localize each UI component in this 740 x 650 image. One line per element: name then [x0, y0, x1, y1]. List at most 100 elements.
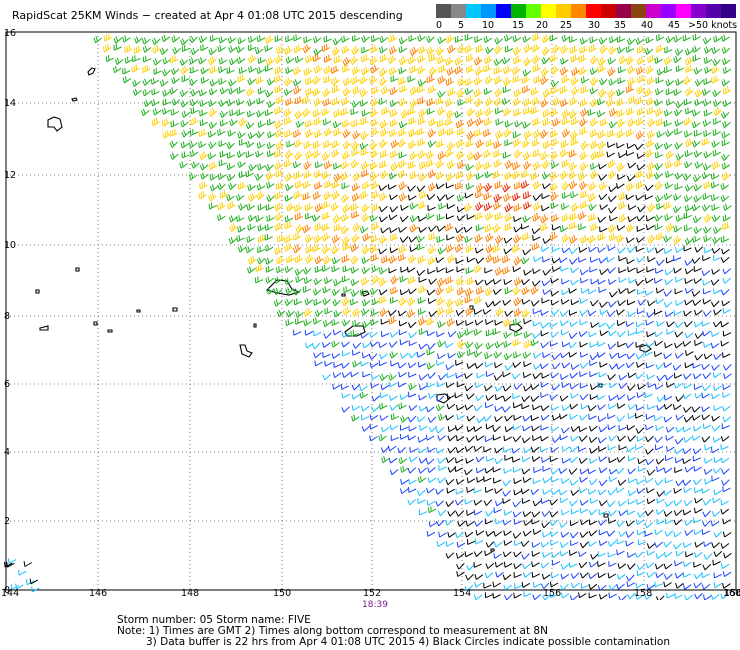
wind-barb [466, 107, 475, 117]
wind-barb [409, 202, 419, 210]
wind-barb [390, 162, 399, 172]
wind-barb [530, 339, 540, 347]
wind-barb [512, 373, 521, 380]
map-title: RapidScat 25KM Winds − created at Apr 4 … [12, 9, 403, 22]
wind-barb [561, 362, 571, 369]
wind-barb [407, 321, 417, 329]
wind-barb [702, 510, 711, 518]
wind-barb [218, 77, 227, 85]
wind-barb [387, 445, 397, 452]
wind-barb [625, 194, 635, 201]
wind-barb [685, 56, 694, 66]
wind-barb [464, 202, 473, 212]
wind-barb [312, 317, 322, 325]
wind-barb [710, 279, 720, 286]
wind-barb [580, 403, 590, 410]
wind-barb [359, 226, 369, 234]
wind-barb [607, 424, 616, 431]
wind-barb [512, 500, 522, 508]
wind-barb [474, 363, 484, 369]
wind-barb [292, 129, 302, 138]
wind-barb [304, 129, 314, 138]
wind-barb [409, 446, 418, 453]
wind-barb [378, 289, 388, 296]
wind-barb [540, 330, 549, 337]
wind-barb [589, 394, 598, 400]
wind-barb [226, 174, 236, 182]
wind-barb [151, 37, 161, 45]
wind-barb [256, 131, 265, 139]
wind-barb [398, 45, 407, 54]
wind-barb [169, 55, 179, 64]
wind-barb [159, 47, 169, 55]
wind-barb [701, 529, 711, 536]
wind-barb [352, 130, 361, 140]
wind-barb [474, 212, 484, 220]
wind-barb [570, 364, 580, 370]
wind-barb [274, 85, 283, 94]
wind-barb [521, 468, 531, 475]
wind-barb [153, 67, 162, 75]
wind-barb [523, 385, 532, 392]
wind-barb [198, 35, 208, 44]
wind-barb [340, 383, 350, 390]
wind-barb [551, 436, 561, 443]
wind-barb [219, 150, 228, 158]
wind-barb [371, 405, 380, 413]
wind-barb [616, 98, 625, 107]
wind-barb [331, 257, 341, 265]
wind-barb [712, 99, 722, 107]
wind-barb [590, 384, 599, 391]
wind-barb [484, 436, 493, 442]
wind-barb [645, 148, 654, 158]
wind-barb [369, 171, 379, 181]
wind-barb [208, 107, 217, 117]
wind-barb [550, 80, 560, 88]
wind-barb [644, 350, 653, 357]
wind-barb [152, 108, 162, 116]
wind-barb [627, 552, 636, 558]
wind-barb [703, 56, 713, 64]
wind-barb [200, 172, 209, 180]
wind-barb [303, 140, 312, 150]
wind-barb [703, 180, 712, 190]
wind-barb [580, 140, 589, 150]
wind-barb [275, 181, 285, 190]
wind-barb [503, 530, 512, 537]
wind-barb [276, 233, 286, 243]
wind-barb [607, 245, 616, 251]
wind-barb [665, 426, 675, 433]
wind-barb [409, 456, 418, 463]
wind-barb [494, 416, 503, 423]
wind-barb [322, 319, 332, 328]
wind-barb [484, 592, 494, 599]
wind-barb [247, 266, 256, 274]
wind-barb [682, 341, 692, 347]
wind-barb [721, 171, 731, 181]
wind-barb [209, 173, 218, 181]
wind-barb [588, 573, 597, 580]
wind-barb [722, 364, 732, 371]
wind-barb [711, 75, 720, 84]
wind-barb [580, 351, 589, 358]
wind-barb [476, 476, 485, 483]
wind-barb [608, 330, 617, 337]
wind-barb [397, 253, 407, 262]
wind-barb [207, 192, 217, 202]
wind-barb [361, 299, 371, 307]
wind-barb [465, 574, 474, 581]
wind-barb [464, 551, 474, 558]
wind-barb [503, 318, 512, 327]
wind-barb [691, 435, 701, 441]
wind-barb [369, 44, 379, 54]
wind-barb [579, 269, 589, 276]
wind-barb [417, 79, 427, 87]
wind-barb [350, 371, 359, 378]
wind-barb [665, 150, 675, 160]
wind-barb [475, 117, 484, 127]
wind-barb [627, 413, 636, 419]
wind-barb [627, 311, 636, 317]
wind-barb [647, 300, 656, 307]
wind-barb [710, 194, 720, 202]
wind-barb [663, 563, 673, 570]
